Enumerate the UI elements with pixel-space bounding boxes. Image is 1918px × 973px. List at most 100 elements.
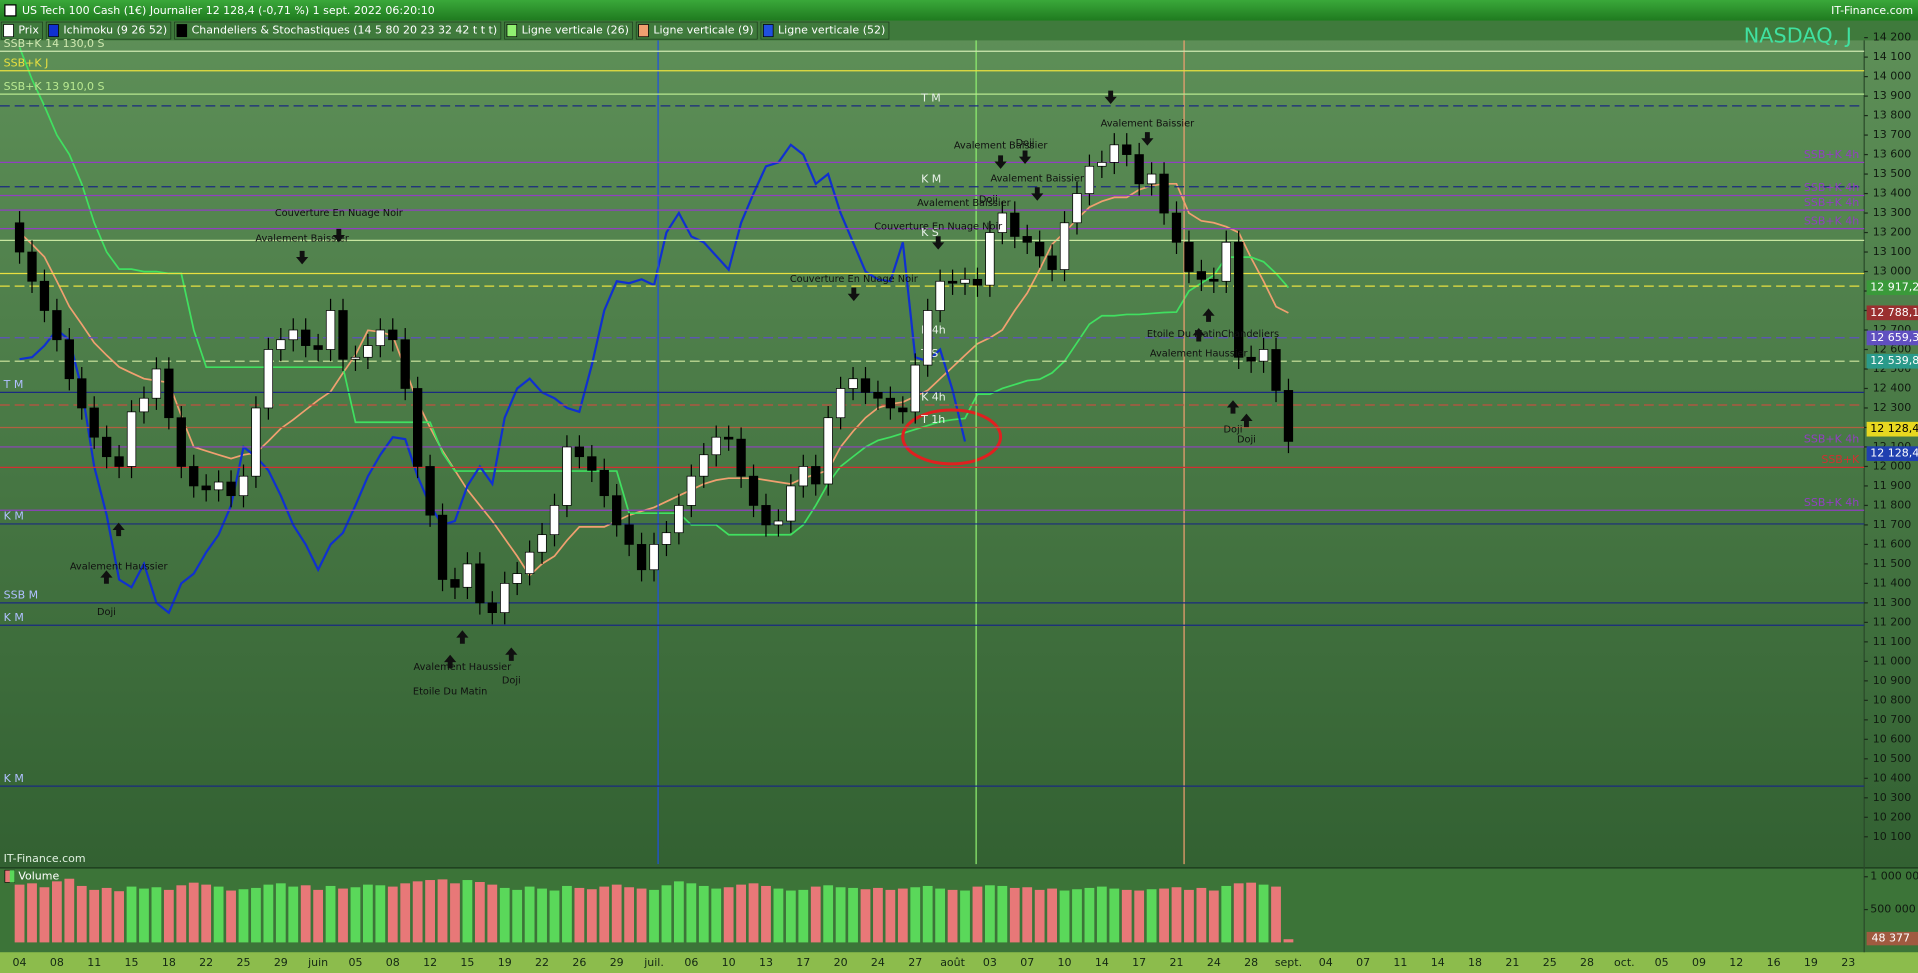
level-label: T 1h (920, 413, 945, 426)
y-tick-label: 13 500 (1873, 167, 1911, 180)
candle-body (537, 534, 547, 553)
volume-bar (910, 887, 921, 943)
x-tick-label: 29 (274, 956, 288, 969)
volume-bar (51, 881, 62, 943)
volume-bar (611, 884, 622, 943)
legend-box (635, 21, 758, 40)
volume-bar (1159, 888, 1169, 943)
pattern-arrow (332, 228, 345, 243)
candle-body (400, 339, 410, 389)
pattern-arrow (1226, 400, 1240, 414)
price-tag-label: 12 788,1 (1870, 306, 1918, 319)
header-icon (4, 4, 17, 17)
candle-body (686, 475, 696, 506)
volume-bar (412, 881, 423, 943)
y-tick-label: 10 800 (1873, 693, 1911, 706)
legend-label: Ligne verticale (52) (778, 24, 885, 37)
candle-body (562, 446, 572, 506)
volume-icon (9, 870, 15, 883)
volume-bar (1271, 886, 1281, 943)
candle-body (301, 329, 311, 346)
pattern-annotation: Avalement Haussier (414, 662, 513, 673)
volume-bar (636, 888, 647, 943)
volume-bar (313, 889, 324, 943)
candle-body (64, 339, 74, 380)
candle-body (226, 481, 236, 497)
volume-bar (897, 888, 908, 943)
volume-bar (338, 888, 348, 943)
header-brand[interactable]: IT-Finance.com (1831, 4, 1913, 17)
y-tick-label: 13 200 (1873, 226, 1911, 239)
price-tag (1866, 330, 1918, 346)
volume-bar (474, 882, 485, 943)
volume-bar (188, 882, 199, 943)
x-tick-label: 23 (1841, 956, 1855, 969)
volume-bar (698, 885, 709, 943)
x-tick-label: 11 (1393, 956, 1407, 969)
candle-body (1035, 241, 1045, 257)
candle-body (213, 481, 224, 491)
volume-bar (773, 888, 784, 943)
x-tick-label: 22 (535, 956, 549, 969)
y-tick-label: 10 100 (1873, 830, 1911, 843)
volume-bar (1072, 889, 1082, 943)
x-tick-label: 07 (1356, 956, 1370, 969)
x-tick-label: 06 (684, 956, 698, 969)
pattern-arrow (296, 250, 309, 265)
candle-body (748, 475, 759, 506)
level-label: SSB+K 14 130,0 S (4, 37, 105, 50)
candle-body (1246, 356, 1256, 362)
level-label: K M (4, 510, 24, 523)
volume-bar (586, 889, 597, 943)
volume-bar (1109, 888, 1120, 943)
candle-body (89, 407, 99, 438)
x-tick-label: juin (307, 956, 328, 969)
level-label: SSB+K 13 910,0 S (4, 80, 105, 93)
pattern-arrow (100, 570, 113, 584)
candle-body (599, 469, 609, 497)
pattern-arrow (1018, 150, 1032, 165)
candle-body (524, 551, 535, 575)
candle-body (1022, 236, 1032, 243)
price-tag-label: 12 539,8 (1870, 354, 1918, 367)
legend-box (504, 21, 633, 40)
y-tick-label: 13 400 (1873, 187, 1911, 200)
volume-bar (997, 885, 1008, 943)
candle-body (102, 436, 112, 458)
volume-bar (450, 883, 460, 943)
pattern-annotation: Doji (1224, 425, 1243, 436)
price-tag-label: 12 128,4 (1870, 447, 1918, 460)
volume-bar (922, 885, 933, 943)
y-tick-label: 10 400 (1873, 771, 1911, 784)
x-tick-label: 14 (1095, 956, 1109, 969)
volume-bar (1034, 889, 1045, 943)
candle-body (201, 485, 211, 491)
volume-bar (562, 885, 572, 943)
volume-bar (363, 884, 373, 943)
pattern-arrow (932, 236, 945, 250)
candle-body (375, 329, 385, 346)
candle-body (1097, 162, 1107, 167)
x-tick-label: 24 (871, 956, 885, 969)
volume-bar (524, 886, 535, 943)
volume-bar (835, 887, 846, 943)
x-tick-label: 15 (125, 956, 139, 969)
x-axis-strip (0, 952, 1918, 973)
candle-body (910, 364, 920, 413)
candle-body (587, 456, 597, 471)
candle-body (674, 505, 684, 534)
candle-body (848, 378, 858, 389)
candle-body (1271, 349, 1281, 391)
candle-body (1146, 173, 1157, 185)
pattern-annotation: Doji (502, 675, 521, 686)
x-tick-label: août (940, 956, 965, 969)
legend-box (0, 21, 43, 40)
volume-bar (288, 886, 299, 943)
pattern-annotation: Doji (1237, 434, 1256, 445)
price-tag-label: 12 659,3 (1870, 331, 1918, 344)
header-bar (0, 0, 1918, 21)
x-tick-label: 21 (1170, 956, 1184, 969)
y-tick-label: 14 200 (1873, 31, 1911, 44)
volume-bar (263, 884, 274, 943)
volume-bar (238, 889, 249, 943)
